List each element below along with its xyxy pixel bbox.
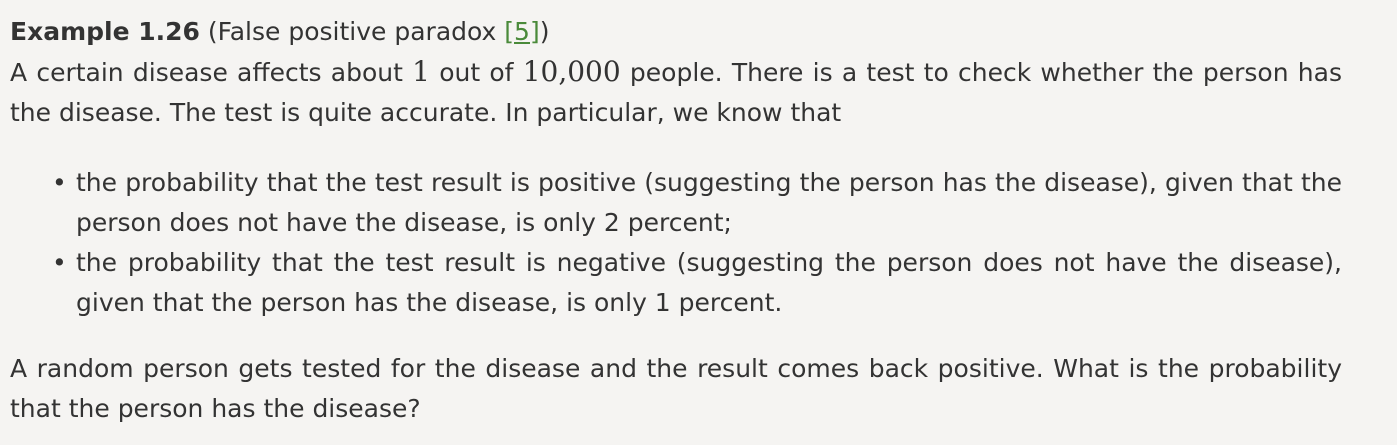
example-heading: Example 1.26 (False positive paradox [5]…: [10, 12, 1342, 52]
list-item: • the probability that the test result i…: [52, 243, 1342, 323]
condition-text: the probability that the test result is …: [76, 248, 1342, 317]
citation-link[interactable]: [5]: [504, 17, 540, 46]
intro-text-2: out of: [429, 58, 523, 87]
condition-text: the probability that the test result is …: [76, 168, 1342, 237]
bullet-icon: •: [52, 248, 67, 277]
example-subtitle-open: (False positive paradox: [199, 17, 505, 46]
math-one: 1: [412, 55, 430, 88]
example-subtitle-close: ): [539, 17, 550, 46]
math-ten-thousand: 10,000: [522, 55, 621, 88]
question-paragraph: A random person gets tested for the dise…: [10, 354, 1342, 423]
example-block: Example 1.26 (False positive paradox [5]…: [10, 12, 1342, 423]
example-title: Example 1.26: [10, 17, 200, 46]
intro-text-3: people. There is a test to check whether…: [10, 58, 1342, 127]
list-item: • the probability that the test result i…: [52, 163, 1342, 243]
intro-paragraph: A certain disease affects about 1 out of…: [10, 52, 1342, 133]
intro-text-1: A certain disease affects about: [10, 58, 413, 87]
conditions-list: • the probability that the test result i…: [10, 163, 1342, 323]
bullet-icon: •: [52, 168, 67, 197]
